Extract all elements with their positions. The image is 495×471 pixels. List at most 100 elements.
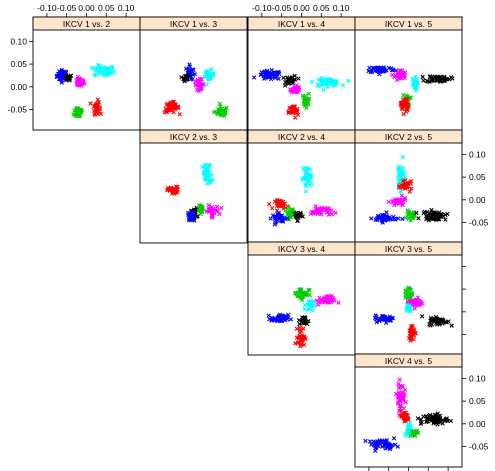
data-point bbox=[427, 211, 432, 216]
data-point bbox=[403, 431, 409, 437]
data-point bbox=[401, 111, 406, 117]
data-point bbox=[397, 377, 402, 382]
panel-title: IKCV 2 vs. 5 bbox=[385, 132, 433, 142]
panel-title: IKCV 1 vs. 4 bbox=[278, 19, 326, 29]
data-point bbox=[293, 115, 298, 120]
data-point bbox=[363, 438, 368, 444]
data-point bbox=[430, 212, 436, 218]
scatter-panel: IKCV 1 vs. 3 bbox=[139, 16, 248, 131]
data-point bbox=[326, 212, 332, 217]
data-point bbox=[165, 188, 170, 193]
data-point bbox=[421, 210, 426, 216]
data-point bbox=[428, 214, 433, 219]
data-point bbox=[410, 212, 415, 217]
data-point bbox=[295, 106, 300, 112]
data-point bbox=[442, 78, 447, 83]
data-point bbox=[266, 313, 271, 318]
data-point bbox=[285, 211, 290, 217]
x-tick-label: -0.10 bbox=[37, 3, 57, 13]
data-point bbox=[402, 75, 408, 81]
data-point bbox=[198, 86, 203, 91]
data-point bbox=[399, 100, 404, 105]
data-point bbox=[290, 206, 295, 212]
data-point bbox=[202, 177, 208, 182]
data-point bbox=[273, 75, 278, 80]
scatter-panel: IKCV 3 vs. 5 bbox=[354, 241, 463, 356]
data-point bbox=[409, 333, 414, 338]
data-point bbox=[396, 76, 401, 81]
data-point bbox=[429, 77, 435, 82]
scatter-panel: IKCV 1 vs. 5 bbox=[354, 16, 463, 131]
data-point bbox=[415, 416, 421, 421]
data-point bbox=[441, 318, 446, 323]
data-point bbox=[309, 79, 315, 85]
data-point bbox=[292, 77, 298, 82]
data-point bbox=[286, 80, 292, 86]
data-point bbox=[310, 308, 315, 314]
data-point bbox=[276, 314, 281, 319]
data-point bbox=[212, 109, 217, 115]
data-point bbox=[425, 419, 430, 424]
y-tick-label: 0.05 bbox=[10, 59, 27, 69]
data-point bbox=[195, 213, 200, 219]
data-point bbox=[449, 323, 454, 328]
data-point bbox=[305, 181, 310, 186]
data-point bbox=[381, 215, 386, 220]
data-point bbox=[400, 154, 405, 160]
data-point bbox=[288, 317, 294, 322]
data-point bbox=[411, 328, 416, 334]
data-point bbox=[403, 93, 409, 98]
data-point bbox=[193, 83, 198, 88]
x-tick-label: -0.05 bbox=[57, 3, 77, 13]
data-point bbox=[295, 340, 300, 345]
data-point bbox=[286, 110, 291, 116]
data-point bbox=[302, 306, 307, 312]
data-point bbox=[388, 318, 393, 323]
data-point bbox=[95, 62, 101, 68]
data-point bbox=[322, 298, 327, 304]
data-point bbox=[94, 105, 99, 111]
data-point bbox=[62, 69, 67, 74]
y-tick-label: 0.00 bbox=[469, 195, 486, 205]
data-point bbox=[408, 433, 413, 439]
data-point bbox=[400, 391, 405, 396]
data-point bbox=[319, 75, 324, 81]
data-point bbox=[420, 74, 425, 80]
data-point bbox=[302, 101, 308, 107]
data-point bbox=[187, 64, 193, 69]
data-point bbox=[301, 175, 306, 180]
x-tick-label: -0.05 bbox=[272, 3, 292, 13]
data-point bbox=[110, 64, 115, 70]
data-point bbox=[369, 69, 375, 74]
data-point bbox=[315, 211, 321, 217]
data-point bbox=[414, 297, 419, 302]
data-point bbox=[276, 203, 282, 209]
data-point bbox=[412, 82, 418, 87]
data-point bbox=[408, 421, 413, 426]
panel-border bbox=[247, 129, 356, 244]
data-point bbox=[284, 317, 290, 322]
data-point bbox=[307, 288, 312, 293]
y-tick-label: -0.05 bbox=[469, 218, 489, 228]
data-point bbox=[198, 211, 203, 217]
panel-strip bbox=[354, 353, 463, 368]
data-point bbox=[192, 72, 198, 77]
data-point bbox=[418, 302, 423, 308]
data-point bbox=[307, 293, 312, 298]
data-point bbox=[398, 171, 403, 176]
data-point bbox=[393, 68, 399, 73]
data-point bbox=[281, 75, 286, 80]
data-point bbox=[76, 109, 81, 114]
data-point bbox=[401, 103, 406, 108]
data-point bbox=[408, 338, 413, 343]
data-point bbox=[302, 317, 308, 322]
data-points bbox=[54, 62, 117, 119]
data-point bbox=[384, 214, 390, 220]
data-point bbox=[380, 440, 385, 445]
data-point bbox=[177, 112, 182, 117]
data-point bbox=[59, 78, 64, 83]
data-point bbox=[59, 67, 64, 73]
data-point bbox=[421, 78, 426, 83]
data-point bbox=[279, 318, 285, 324]
data-point bbox=[403, 414, 409, 419]
